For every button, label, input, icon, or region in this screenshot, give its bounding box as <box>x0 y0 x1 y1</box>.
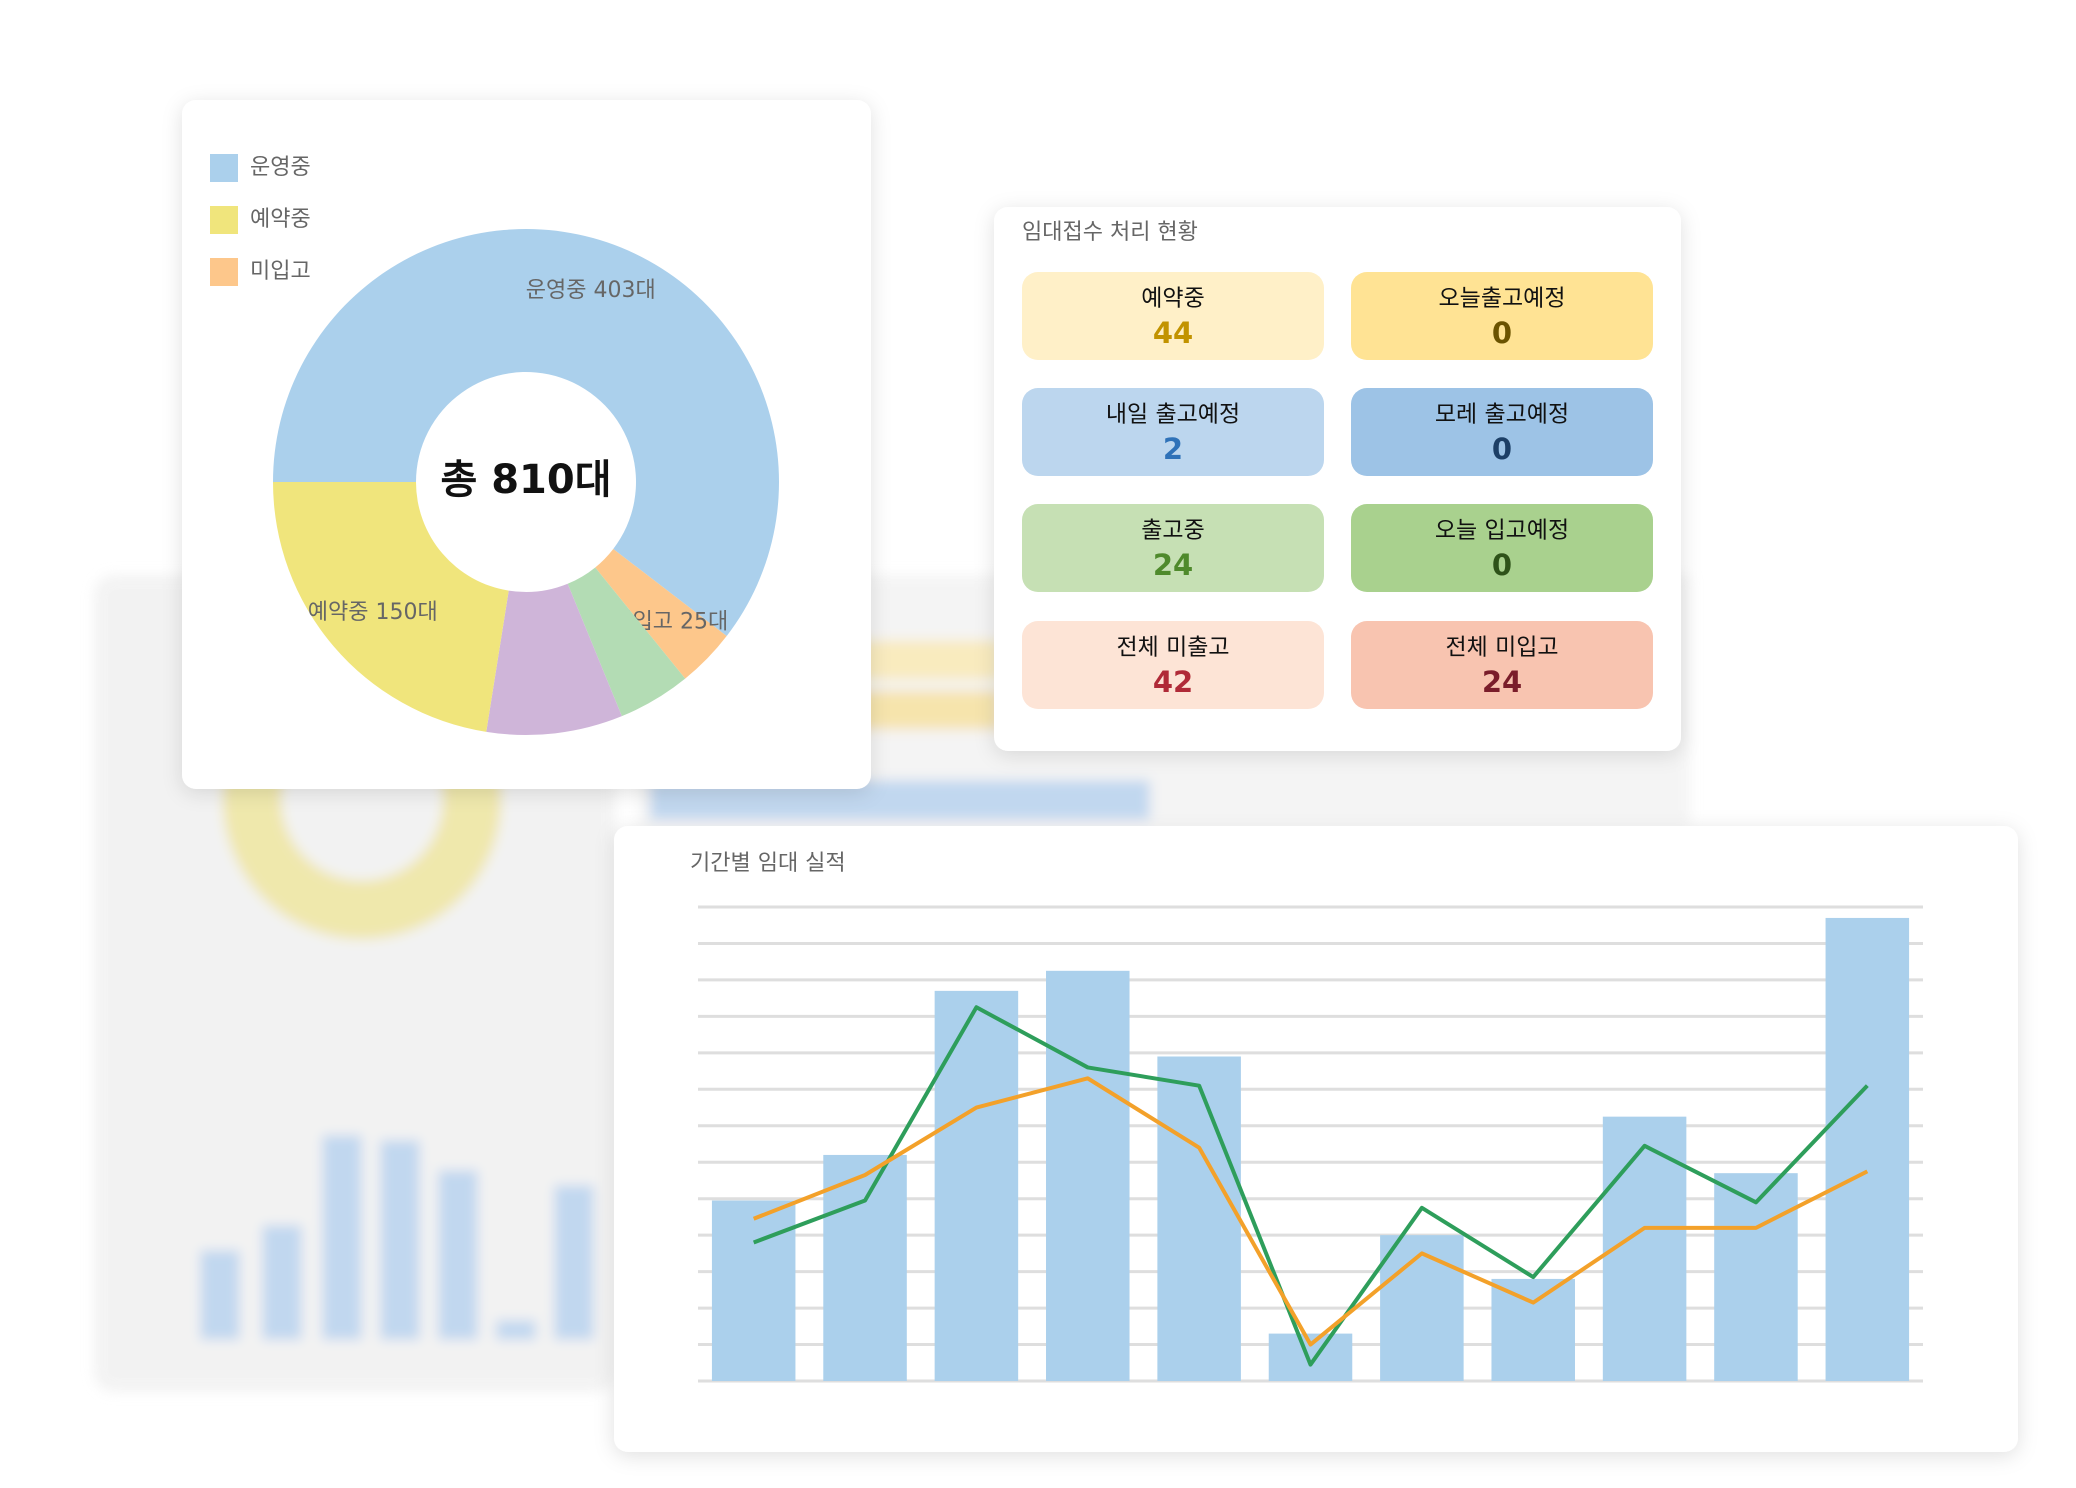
status-value: 0 <box>1492 432 1512 466</box>
bg-bar <box>200 1250 240 1340</box>
donut-slice <box>273 482 509 732</box>
status-value: 42 <box>1153 665 1193 699</box>
status-panel: 임대접수 처리 현황 예약중 44 오늘출고예정 0 내일 출고예정 2 모레 출고예정 0 출… <box>1022 220 1653 709</box>
status-label: 오늘 입고예정 <box>1435 518 1569 544</box>
status-label: 모레 출고예정 <box>1435 402 1569 428</box>
status-tile <box>1351 388 1653 476</box>
status-value: 24 <box>1482 665 1522 699</box>
donut-center: 총 810대 <box>440 457 611 503</box>
bg-bar <box>380 1140 420 1340</box>
status-label: 예약중 <box>1141 286 1204 312</box>
bg-bar <box>262 1225 302 1340</box>
bar <box>934 990 1019 1381</box>
status-value: 0 <box>1492 316 1512 350</box>
bg-bar <box>554 1185 594 1340</box>
status-tile <box>1022 621 1324 709</box>
bar <box>711 1200 796 1381</box>
legend-label: 운영중 <box>250 155 311 180</box>
status-label: 출고중 <box>1141 518 1204 544</box>
status-tile <box>1351 504 1653 592</box>
donut-slice <box>486 583 622 735</box>
status-tile <box>1351 272 1653 360</box>
status-label: 전체 미출고 <box>1116 635 1229 661</box>
bg-bar <box>496 1320 536 1340</box>
donut-slice <box>273 229 779 637</box>
status-value: 44 <box>1153 316 1193 350</box>
donut-slice <box>595 548 727 679</box>
slice-label: 예약중 150대 <box>308 600 438 625</box>
status-tile <box>1022 272 1324 360</box>
slice-label: 운영중 403대 <box>526 278 656 303</box>
bar <box>1714 1173 1798 1381</box>
status-tile <box>1022 504 1324 592</box>
bar <box>1380 1235 1464 1381</box>
line-series <box>752 1005 1869 1367</box>
legend-label: 예약중 <box>250 207 311 232</box>
bg-bar <box>438 1170 478 1340</box>
legend-swatch <box>210 154 238 182</box>
bar <box>1046 970 1130 1381</box>
legend-label: 미입고 <box>250 259 311 284</box>
donut-slice <box>567 567 686 717</box>
legend-swatch <box>210 258 238 286</box>
status-value: 0 <box>1492 548 1512 582</box>
chart-title: 기간별 임대 실적 <box>690 851 846 876</box>
status-tile <box>1351 621 1653 709</box>
status-label: 전체 미입고 <box>1445 635 1558 661</box>
status-tile <box>1022 388 1324 476</box>
status-value: 2 <box>1163 432 1183 466</box>
bar <box>1157 1056 1241 1381</box>
bg-bar <box>322 1135 362 1340</box>
bar <box>823 1154 907 1381</box>
line-series <box>752 1076 1869 1347</box>
bar <box>1491 1278 1575 1381</box>
panel-title: 임대접수 처리 현황 <box>1022 220 1198 245</box>
status-label: 오늘출고예정 <box>1439 286 1566 312</box>
status-label: 내일 출고예정 <box>1106 402 1240 428</box>
bar <box>1825 917 1910 1381</box>
status-value: 24 <box>1153 548 1193 582</box>
legend-swatch <box>210 206 238 234</box>
combo-chart: 기간별 임대 실적 <box>690 851 1923 1383</box>
